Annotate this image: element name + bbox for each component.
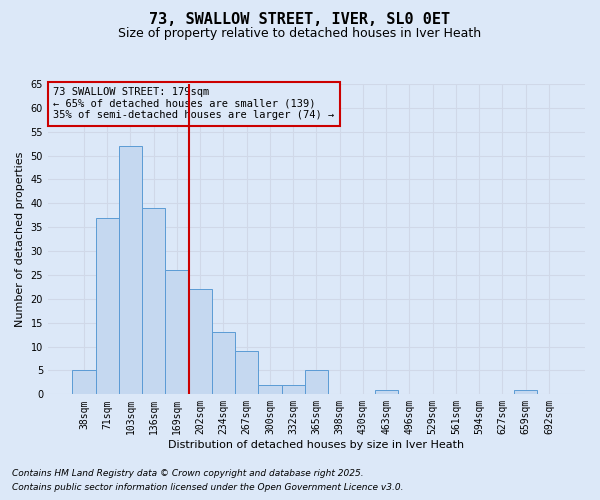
Bar xyxy=(374,390,398,394)
Text: Contains HM Land Registry data © Crown copyright and database right 2025.: Contains HM Land Registry data © Crown c… xyxy=(12,468,364,477)
Bar xyxy=(259,385,281,394)
Bar xyxy=(73,370,95,394)
Text: 73, SWALLOW STREET, IVER, SL0 0ET: 73, SWALLOW STREET, IVER, SL0 0ET xyxy=(149,12,451,28)
Bar xyxy=(281,385,305,394)
Bar xyxy=(305,370,328,394)
Bar xyxy=(119,146,142,394)
Y-axis label: Number of detached properties: Number of detached properties xyxy=(15,152,25,327)
Bar xyxy=(514,390,538,394)
Bar xyxy=(166,270,188,394)
Text: Size of property relative to detached houses in Iver Heath: Size of property relative to detached ho… xyxy=(118,28,482,40)
Bar xyxy=(188,290,212,395)
Text: Contains public sector information licensed under the Open Government Licence v3: Contains public sector information licen… xyxy=(12,484,404,492)
Bar xyxy=(212,332,235,394)
Text: 73 SWALLOW STREET: 179sqm
← 65% of detached houses are smaller (139)
35% of semi: 73 SWALLOW STREET: 179sqm ← 65% of detac… xyxy=(53,87,335,120)
Bar xyxy=(142,208,166,394)
Bar xyxy=(95,218,119,394)
Bar xyxy=(235,352,259,395)
X-axis label: Distribution of detached houses by size in Iver Heath: Distribution of detached houses by size … xyxy=(169,440,464,450)
